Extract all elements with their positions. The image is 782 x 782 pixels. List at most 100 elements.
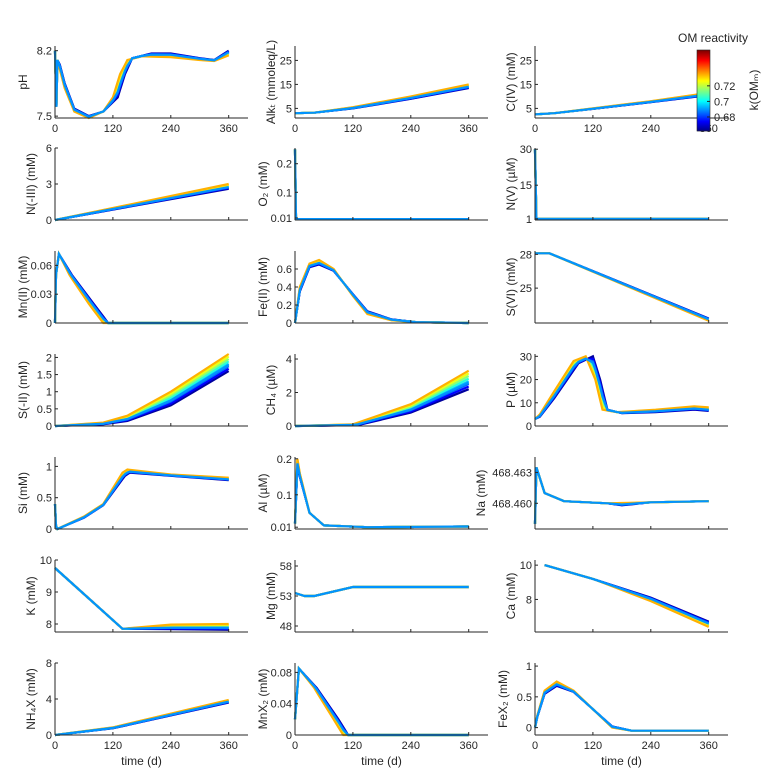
colorbar-segment — [697, 122, 710, 124]
y-tick-label: 25 — [520, 55, 532, 67]
x-tick-label: 240 — [642, 740, 660, 752]
subplot-10: 0 0.5 1 1.5 2 S(-II) (mM) — [16, 352, 248, 433]
series-line-k-0.675 — [533, 149, 709, 220]
y-axis-label: N(-III) (mM) — [24, 153, 38, 215]
subplot-15: 468.460 468.463 Na (mM) — [474, 457, 728, 530]
colorbar-segment — [697, 101, 710, 103]
y-tick-label: 1 — [46, 387, 52, 399]
y-tick-label: 0.1 — [277, 490, 292, 502]
series-line-k-0.665 — [293, 465, 469, 529]
colorbar-segment — [697, 113, 710, 115]
series-line-k-0.725 — [293, 665, 469, 737]
colorbar: 0.68 0.7 0.72 OM reactivity k(OMₘ) — [678, 31, 761, 132]
colorbar-segment — [697, 110, 710, 112]
series-line-k-0.69 — [54, 567, 229, 630]
x-tick-label: 360 — [700, 740, 718, 752]
series-line-k-0.685 — [533, 466, 709, 524]
colorbar-segment — [697, 73, 710, 75]
series-line-k-0.695 — [54, 567, 229, 630]
series-line-k-0.695 — [293, 261, 469, 325]
y-tick-label: 0 — [46, 215, 52, 227]
series-line-k-0.715 — [293, 149, 469, 221]
series-line-k-0.675 — [533, 683, 709, 732]
y-tick-label: 1 — [526, 214, 532, 226]
colorbar-segment — [697, 55, 710, 57]
colorbar-segment — [697, 85, 710, 87]
colorbar-segment — [697, 63, 710, 65]
subplot-6: 1 15 30N(V) (µM) — [504, 144, 728, 226]
colorbar-segment — [697, 123, 710, 125]
y-tick-label: 4 — [286, 354, 292, 366]
y-tick-label: 0.2 — [277, 454, 292, 466]
series-line-k-0.675 — [293, 149, 469, 221]
series-line-k-0.715 — [54, 567, 229, 630]
y-axis-label: N(V) (µM) — [504, 158, 518, 211]
series-line-k-0.69 — [293, 149, 469, 221]
colorbar-segment — [697, 127, 710, 129]
series-line-k-0.705 — [533, 466, 709, 524]
series-line-k-0.695 — [53, 470, 229, 531]
series-line-k-0.735 — [293, 665, 469, 737]
y-tick-label: 5 — [286, 103, 292, 115]
y-tick-label: 0.08 — [271, 667, 292, 679]
colorbar-segment — [697, 69, 710, 71]
colorbar-segment — [697, 75, 710, 77]
y-axis-label: FeX₂ (mM) — [496, 670, 510, 728]
series-line-k-0.695 — [533, 682, 709, 732]
subplot-12: 0 10 20 30P (µM) — [504, 351, 728, 433]
series-line-k-0.735 — [535, 252, 710, 322]
series-line-k-0.735 — [54, 567, 229, 630]
subplot-14: 0.01 0.1 0.2 Al (µM) — [256, 454, 488, 534]
series-line-k-0.735 — [54, 698, 229, 737]
colorbar-segment — [697, 92, 710, 94]
y-axis-label: Mg (mM) — [264, 572, 278, 620]
series-line-k-0.705 — [293, 260, 469, 325]
y-tick-label: 5 — [526, 103, 532, 115]
y-tick-label: 25 — [280, 55, 292, 67]
colorbar-frame — [696, 49, 711, 132]
x-tick-label: 360 — [220, 740, 238, 752]
x-tick-label: 0 — [292, 123, 298, 135]
subplot-8: 0 0.2 0.4 0.6 Fe(II) (mM) — [256, 251, 488, 330]
y-tick-label: 0 — [46, 318, 52, 330]
series-line-k-0.69 — [294, 85, 469, 115]
series-line-k-0.695 — [533, 149, 709, 220]
x-tick-label: 120 — [584, 123, 602, 135]
y-tick-label: 0.5 — [37, 404, 52, 416]
series-line-k-0.665 — [53, 471, 229, 531]
y-tick-label: 1 — [526, 661, 532, 673]
series-line-k-0.685 — [54, 567, 229, 630]
y-axis-label: Alkₜ (mmoleq/L) — [264, 40, 278, 124]
y-tick-label: 0 — [526, 421, 532, 433]
colorbar-segment — [697, 62, 710, 64]
y-tick-label: 48 — [280, 621, 292, 633]
colorbar-segment — [697, 61, 710, 63]
x-tick-label: 360 — [460, 740, 478, 752]
x-tick-label: 240 — [162, 740, 180, 752]
series-line-k-0.685 — [53, 470, 229, 531]
colorbar-segment — [697, 66, 710, 68]
series-line-k-0.715 — [293, 460, 469, 529]
colorbar-segment — [697, 126, 710, 128]
colorbar-segment — [697, 114, 710, 116]
colorbar-segment — [697, 95, 710, 97]
y-tick-label: 0.01 — [271, 522, 292, 534]
x-tick-label: 0 — [52, 740, 58, 752]
colorbar-segment — [697, 82, 710, 84]
y-tick-label: 2 — [46, 352, 52, 364]
colorbar-segment — [697, 57, 710, 59]
x-tick-label: 360 — [460, 123, 478, 135]
series-line-k-0.69 — [293, 463, 469, 529]
y-tick-label: 1.5 — [37, 370, 52, 382]
colorbar-tick-label: 0.72 — [714, 81, 735, 93]
y-tick-label: 25 — [520, 283, 532, 295]
series-line-k-0.735 — [533, 680, 709, 732]
colorbar-segment — [697, 115, 710, 117]
series-line-k-0.735 — [534, 354, 709, 420]
colorbar-segment — [697, 116, 710, 118]
colorbar-segment — [697, 71, 710, 73]
series-line-k-0.705 — [293, 665, 469, 737]
